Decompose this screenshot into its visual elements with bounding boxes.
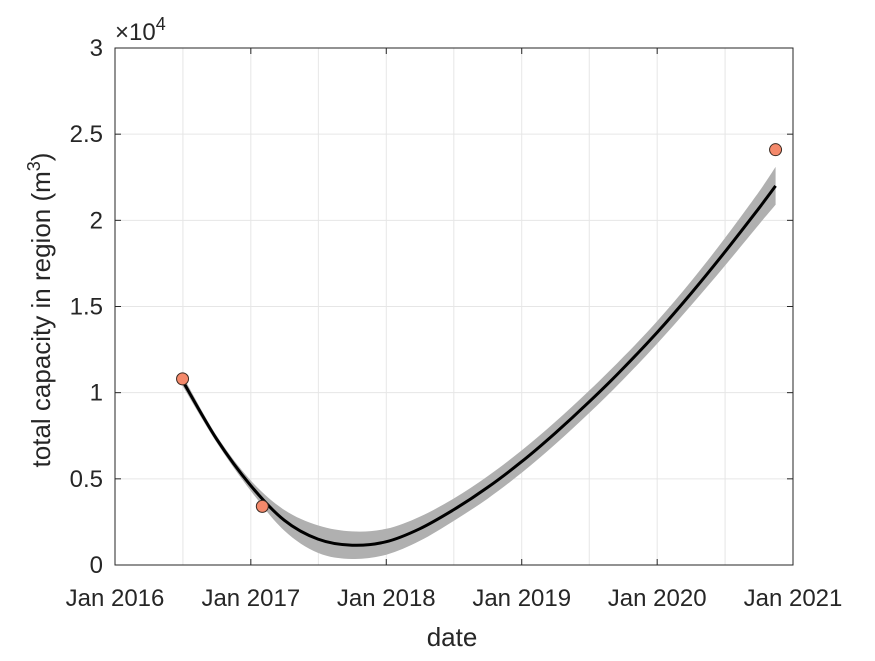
x-tick-label: Jan 2019 (472, 585, 571, 612)
y-exponent-power: 4 (156, 14, 166, 34)
y-axis-label-sup: 3 (24, 161, 44, 171)
fit-line (181, 184, 777, 547)
x-tick-label: Jan 2020 (608, 585, 707, 612)
y-axis-label-main: total capacity in region (m (26, 171, 56, 467)
confidence-band (182, 166, 776, 560)
y-tick-label: 1 (90, 380, 103, 407)
y-axis-label-suffix: ) (26, 153, 56, 162)
y-exponent-label: ×104 (115, 14, 166, 46)
x-axis-label: date (427, 622, 478, 652)
y-tick-label: 3 (90, 35, 103, 62)
tick-layer: Jan 2016 Jan 2017 Jan 2018 Jan 2019 Jan 2020… (66, 35, 843, 612)
data-point (769, 143, 783, 157)
y-tick-label: 2.5 (70, 121, 103, 148)
line-layer (181, 184, 777, 547)
y-tick-label: 0 (90, 552, 103, 579)
y-exponent-base: ×10 (115, 19, 156, 46)
x-tick-label: Jan 2017 (201, 585, 300, 612)
data-point (255, 499, 269, 513)
band-layer (182, 166, 776, 560)
data-point (176, 372, 190, 386)
y-tick-label: 2 (90, 207, 103, 234)
grid-layer (115, 48, 793, 565)
y-axis-label: total capacity in region (m3) (24, 153, 56, 468)
x-tick-label: Jan 2016 (66, 585, 165, 612)
x-tick-label: Jan 2018 (337, 585, 436, 612)
point-layer (176, 143, 783, 513)
x-tick-label: Jan 2021 (744, 585, 843, 612)
y-tick-label: 1.5 (70, 294, 103, 321)
y-tick-label: 0.5 (70, 466, 103, 493)
